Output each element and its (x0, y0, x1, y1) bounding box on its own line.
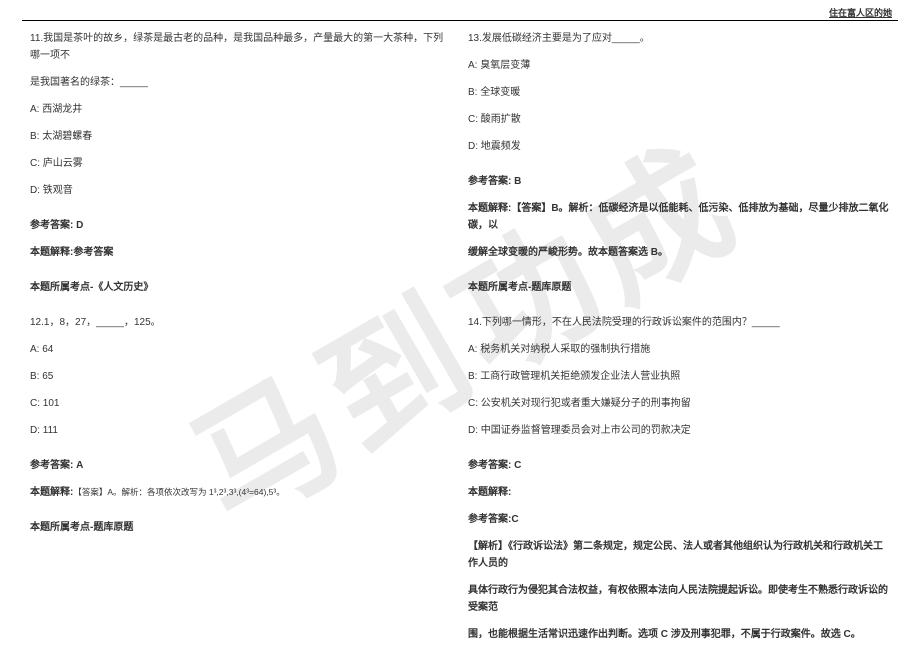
q12-opt-d: D: 111 (30, 422, 452, 439)
q13-opt-a: A: 臭氧层变薄 (468, 57, 890, 74)
q14-opt-b: B: 工商行政管理机关拒绝颁发企业法人营业执照 (468, 368, 890, 385)
q14-explain-line1: 【解析】《行政诉讼法》第二条规定，规定公民、法人或者其他组织认为行政机关和行政机… (468, 538, 890, 572)
q14-explain-line3: 围，也能根据生活常识迅速作出判断。选项 C 涉及刑事犯罪，不属于行政案件。故选 … (468, 626, 890, 643)
q13-opt-d: D: 地震频发 (468, 138, 890, 155)
q13-opt-b: B: 全球变暖 (468, 84, 890, 101)
q11-stem-line1: 11.我国是茶叶的故乡，绿茶是最古老的品种，是我国品种最多，产量最大的第一大茶种… (30, 30, 452, 64)
left-column: 11.我国是茶叶的故乡，绿茶是最古老的品种，是我国品种最多，产量最大的第一大茶种… (22, 30, 460, 641)
q13-explain-line2: 缓解全球变暖的严峻形势。故本题答案选 B。 (468, 244, 890, 261)
q14-ref-answer: 参考答案:C (468, 511, 890, 528)
q12-explain-text: 【答案】A。解析：各项依次改写为 1³,2³,3³,(4³=64),5³。 (73, 487, 284, 497)
q11-topic: 本题所属考点-《人文历史》 (30, 279, 452, 296)
q13-explain-line1: 本题解释:【答案】B。解析：低碳经济是以低能耗、低污染、低排放为基础，尽量少排放… (468, 200, 890, 234)
header-right: 住在富人区的她 (829, 6, 892, 19)
q11-explain-label: 本题解释:参考答案 (30, 244, 452, 261)
q14-opt-d: D: 中国证券监督管理委员会对上市公司的罚款决定 (468, 422, 890, 439)
q13-stem: 13.发展低碳经济主要是为了应对_____。 (468, 30, 890, 47)
q12-explain-row: 本题解释:【答案】A。解析：各项依次改写为 1³,2³,3³,(4³=64),5… (30, 484, 452, 501)
q14-opt-a: A: 税务机关对纳税人采取的强制执行措施 (468, 341, 890, 358)
q13-opt-c: C: 酸雨扩散 (468, 111, 890, 128)
q12-topic: 本题所属考点-题库原题 (30, 519, 452, 536)
q12-opt-a: A: 64 (30, 341, 452, 358)
top-rule (22, 20, 898, 21)
q14-explain-line2: 具体行政行为侵犯其合法权益，有权依照本法向人民法院提起诉讼。即使考生不熟悉行政诉… (468, 582, 890, 616)
q11-opt-a: A: 西湖龙井 (30, 101, 452, 118)
q12-stem: 12.1，8，27，_____，125。 (30, 314, 452, 331)
q11-opt-c: C: 庐山云雾 (30, 155, 452, 172)
q12-opt-c: C: 101 (30, 395, 452, 412)
q11-opt-b: B: 太湖碧螺春 (30, 128, 452, 145)
q12-opt-b: B: 65 (30, 368, 452, 385)
content-columns: 11.我国是茶叶的故乡，绿茶是最古老的品种，是我国品种最多，产量最大的第一大茶种… (22, 30, 898, 641)
q14-stem: 14.下列哪一情形，不在人民法院受理的行政诉讼案件的范围内？_____ (468, 314, 890, 331)
q12-answer: 参考答案: A (30, 457, 452, 474)
q14-opt-c: C: 公安机关对现行犯或者重大嫌疑分子的刑事拘留 (468, 395, 890, 412)
q11-answer: 参考答案: D (30, 217, 452, 234)
q13-topic: 本题所属考点-题库原题 (468, 279, 890, 296)
right-column: 13.发展低碳经济主要是为了应对_____。 A: 臭氧层变薄 B: 全球变暖 … (460, 30, 898, 641)
q12-explain-label: 本题解释: (30, 487, 73, 498)
q14-answer: 参考答案: C (468, 457, 890, 474)
q11-stem-line2: 是我国著名的绿茶：_____ (30, 74, 452, 91)
q11-opt-d: D: 铁观音 (30, 182, 452, 199)
q14-explain-label: 本题解释: (468, 484, 890, 501)
q13-answer: 参考答案: B (468, 173, 890, 190)
